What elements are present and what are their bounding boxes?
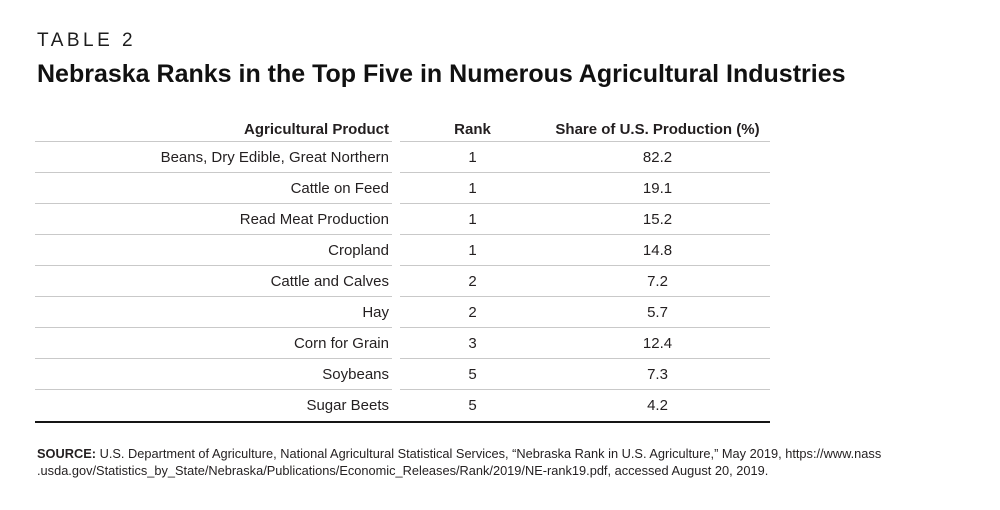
source-line-2: .usda.gov/Statistics_by_State/Nebraska/P… [37,462,769,478]
product-cell: Read Meat Production [35,204,392,235]
table-row: Cropland 1 14.8 [35,235,770,266]
page-title: Nebraska Ranks in the Top Five in Numero… [37,60,846,88]
row-right-group: 5 4.2 [400,390,770,421]
table-row: Hay 2 5.7 [35,297,770,328]
share-cell: 15.2 [642,210,673,228]
source-label: SOURCE: [37,446,97,461]
table-row: Cattle and Calves 2 7.2 [35,266,770,297]
report-table-page: TABLE 2 Nebraska Ranks in the Top Five i… [35,30,963,479]
source-line-1: SOURCE: U.S. Department of Agriculture, … [37,446,963,463]
row-right-group: 5 7.3 [400,359,770,390]
share-cell: 82.2 [642,148,673,166]
header-agricultural-product: Agricultural Product [35,117,392,142]
table-row: Soybeans 5 7.3 [35,359,770,390]
product-cell: Hay [35,297,392,328]
header-share: Share of U.S. Production (%) [555,120,760,138]
row-right-group: 1 19.1 [400,173,770,204]
rank-cell: 5 [468,365,477,383]
product-cell: Cattle on Feed [35,173,392,204]
share-cell: 4.2 [647,397,668,414]
product-cell: Cropland [35,235,392,266]
source-line-1-text: U.S. Department of Agriculture, National… [96,446,882,461]
source-note: SOURCE: U.S. Department of Agriculture, … [37,446,963,479]
header-right-group: Rank Share of U.S. Production (%) [400,117,770,142]
rank-cell: 3 [468,334,477,352]
row-right-group: 2 5.7 [400,297,770,328]
share-cell: 12.4 [642,334,673,352]
row-right-group: 1 14.8 [400,235,770,266]
rank-cell: 2 [468,272,477,290]
table-row: Beans, Dry Edible, Great Northern 1 82.2 [35,142,770,173]
row-right-group: 3 12.4 [400,328,770,359]
table-body: Beans, Dry Edible, Great Northern 1 82.2… [35,142,770,421]
row-right-group: 1 82.2 [400,142,770,173]
product-cell: Soybeans [35,359,392,390]
table-header-row: Agricultural Product Rank Share of U.S. … [35,117,770,142]
table-label: TABLE 2 [37,30,137,51]
rank-cell: 1 [468,241,477,259]
header-rank: Rank [454,120,491,138]
table-row: Corn for Grain 3 12.4 [35,328,770,359]
share-cell: 7.3 [647,365,668,383]
product-cell: Corn for Grain [35,328,392,359]
row-right-group: 2 7.2 [400,266,770,297]
agriculture-rank-table: Agricultural Product Rank Share of U.S. … [35,117,770,423]
table-row: Cattle on Feed 1 19.1 [35,173,770,204]
product-cell: Beans, Dry Edible, Great Northern [35,142,392,173]
rank-cell: 1 [468,148,477,166]
rank-cell: 1 [468,179,477,197]
table-row: Sugar Beets 5 4.2 [35,390,770,421]
table-row: Read Meat Production 1 15.2 [35,204,770,235]
product-cell: Sugar Beets [306,397,389,414]
table-bottom-rule [35,421,770,423]
share-cell: 5.7 [647,303,668,321]
share-cell: 14.8 [642,241,673,259]
rank-cell: 1 [468,210,477,228]
rank-cell: 5 [468,397,477,414]
share-cell: 19.1 [642,179,673,197]
share-cell: 7.2 [647,272,668,290]
rank-cell: 2 [468,303,477,321]
product-cell: Cattle and Calves [35,266,392,297]
row-right-group: 1 15.2 [400,204,770,235]
